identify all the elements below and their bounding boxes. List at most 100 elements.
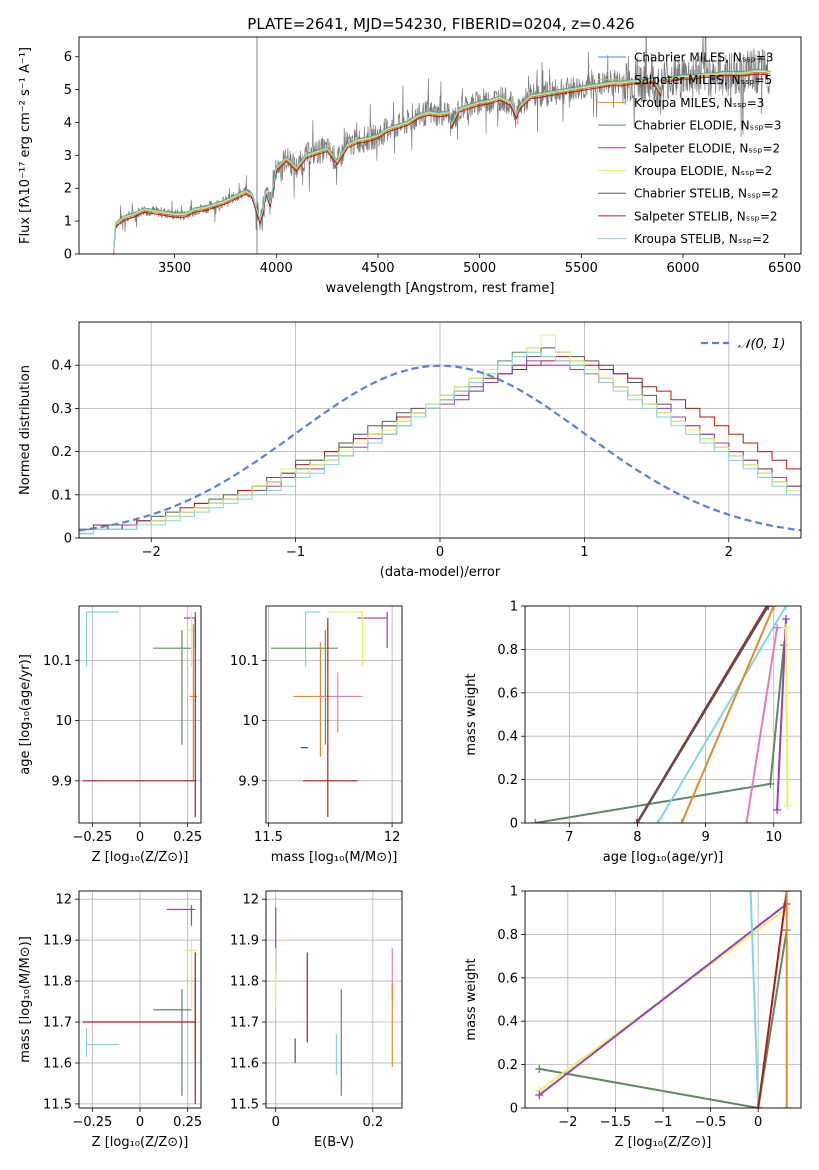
plus-marker	[769, 606, 778, 610]
y-tick-label: 11.9	[43, 934, 72, 949]
legend-label: Chabrier STELIB, Nₛₛₚ=2	[634, 187, 779, 201]
plus-marker	[535, 1090, 544, 1099]
legend-label: Chabrier MILES, Nₛₛₚ=3	[634, 51, 774, 65]
plus-marker	[677, 819, 686, 823]
z-massweight-panel: −2 −1.5 −1 −0.5 0 0 0.2 0.4 0.6 0.8 1 Z [log₁₀(Z/Z⊙…	[464, 885, 802, 1150]
y-axis-label: Normed distribution	[18, 365, 33, 495]
x-tick-label: 9	[701, 830, 709, 845]
y-tick-label: 11.5	[230, 1097, 259, 1112]
x-tick-label: 5500	[565, 261, 598, 276]
y-tick-label: 11.6	[230, 1056, 259, 1071]
legend-label: Chabrier ELODIE, Nₛₛₚ=3	[634, 119, 781, 133]
ebv-mass-plot-area	[266, 891, 402, 1108]
mass-weight-line	[636, 606, 770, 823]
model-spectrum-line	[113, 72, 771, 254]
y-tick-label: 0.3	[51, 402, 72, 417]
x-tick-label: 0	[136, 1115, 144, 1130]
x-tick-label: 0.25	[173, 1115, 202, 1130]
y-tick-label: 1	[510, 885, 518, 900]
y-tick-label: 11.8	[43, 975, 72, 990]
residual-hist-plot-area	[79, 322, 801, 538]
mass-weight-line	[749, 891, 760, 1108]
y-tick-label: 4	[64, 116, 72, 131]
z-age-plot-area	[79, 606, 201, 823]
y-tick-label: 5	[64, 83, 72, 98]
legend-label: Salpeter MILES, Nₛₛₚ=5	[634, 73, 772, 87]
x-tick-label: 0	[136, 830, 144, 845]
z-age-panel: −0.25 0 0.25 9.9 10 10.1 Z [log₁₀(Z/Z⊙)] age [l…	[18, 605, 202, 865]
y-tick-label: 6	[64, 50, 72, 65]
mass-weight-line	[657, 606, 787, 823]
x-tick-label: 6000	[666, 261, 699, 276]
y-tick-label: 0.2	[51, 445, 72, 460]
x-tick-label: −2	[558, 1115, 577, 1130]
ebv-mass-panel: 0 0.2 11.5 11.6 11.7 11.8 11.9 12 E(B-V)	[230, 890, 403, 1150]
x-tick-label: 12	[384, 830, 401, 845]
y-tick-label: 2	[64, 182, 72, 197]
x-axis-label: (data-model)/error	[380, 565, 501, 580]
plus-marker	[531, 819, 540, 823]
y-tick-label: 11.9	[230, 934, 259, 949]
mass-weight-line	[776, 618, 787, 811]
y-tick-label: 12	[55, 893, 72, 908]
x-tick-label: −1	[653, 1115, 672, 1130]
figure-title: PLATE=2641, MJD=54230, FIBERID=0204, z=0…	[247, 15, 634, 33]
legend-label: Kroupa STELIB, Nₛₛₚ=2	[634, 232, 770, 246]
plus-marker	[633, 819, 642, 823]
x-tick-label: −0.25	[72, 1115, 112, 1130]
x-tick-label: 3500	[158, 261, 191, 276]
axes-frame	[78, 36, 802, 255]
plus-marker	[782, 623, 791, 632]
plus-marker	[766, 779, 775, 788]
x-tick-label: 4500	[361, 261, 394, 276]
y-tick-label: 0.4	[497, 1015, 518, 1030]
x-axis-label: wavelength [Angstrom, rest frame]	[326, 281, 555, 296]
x-tick-label: −0.25	[72, 830, 112, 845]
x-tick-label: −1.5	[600, 1115, 632, 1130]
x-tick-label: 0	[436, 545, 444, 560]
z-mass-panel: −0.25 0 0.25 11.5 11.6 11.7 11.8 11.9 12 Z [log₁₀…	[18, 890, 202, 1150]
x-axis-label: Z [log₁₀(Z/Z⊙)]	[92, 850, 189, 865]
y-tick-label: 9.9	[238, 774, 259, 789]
plus-marker	[632, 819, 641, 823]
legend-label: Kroupa ELODIE, Nₛₛₚ=2	[634, 164, 772, 178]
y-tick-label: 11.6	[43, 1056, 72, 1071]
y-tick-label: 11.5	[43, 1097, 72, 1112]
y-axis-label: mass weight	[464, 958, 479, 1040]
x-tick-label: 4000	[260, 261, 293, 276]
x-tick-label: −1	[286, 545, 305, 560]
plus-marker	[782, 891, 791, 895]
x-tick-label: 0	[754, 1115, 762, 1130]
axes-frame	[78, 321, 802, 539]
plus-marker	[742, 819, 751, 823]
histogram-series-line	[79, 351, 801, 538]
y-tick-label: 0	[510, 817, 518, 832]
y-tick-label: 0.6	[497, 971, 518, 986]
x-tick-label: 6500	[768, 261, 801, 276]
x-tick-label: 0	[272, 1115, 280, 1130]
mass-weight-line	[538, 903, 788, 1096]
x-axis-label: E(B-V)	[314, 1135, 354, 1150]
legend-label: Salpeter STELIB, Nₛₛₚ=2	[634, 209, 778, 223]
y-tick-label: 1	[510, 600, 518, 615]
x-tick-label: 2	[725, 545, 733, 560]
plus-marker	[782, 1104, 791, 1108]
age-massweight-panel: 7 8 9 10 0 0.2 0.4 0.6 0.8 1 age [log₁₀(age/yr)] ma…	[464, 600, 802, 865]
plus-marker	[783, 801, 792, 810]
histogram-series-line	[79, 334, 801, 538]
y-tick-label: 0.8	[497, 643, 518, 658]
age-massweight-plot-area	[525, 606, 801, 823]
y-tick-label: 11.7	[43, 1016, 72, 1031]
legend-label: Salpeter ELODIE, Nₛₛₚ=2	[634, 141, 780, 155]
axes-frame	[524, 605, 802, 824]
axes-frame	[524, 890, 802, 1109]
x-axis-label: age [log₁₀(age/yr)]	[603, 850, 724, 865]
y-tick-label: 0	[64, 248, 72, 263]
x-tick-label: 7	[565, 830, 573, 845]
z-massweight-plot-area	[525, 891, 801, 1108]
y-tick-label: 10	[55, 714, 72, 729]
legend-label: Kroupa MILES, Nₛₛₚ=3	[634, 96, 764, 110]
mass-weight-line	[785, 627, 789, 806]
y-tick-label: 11.7	[230, 1016, 259, 1031]
